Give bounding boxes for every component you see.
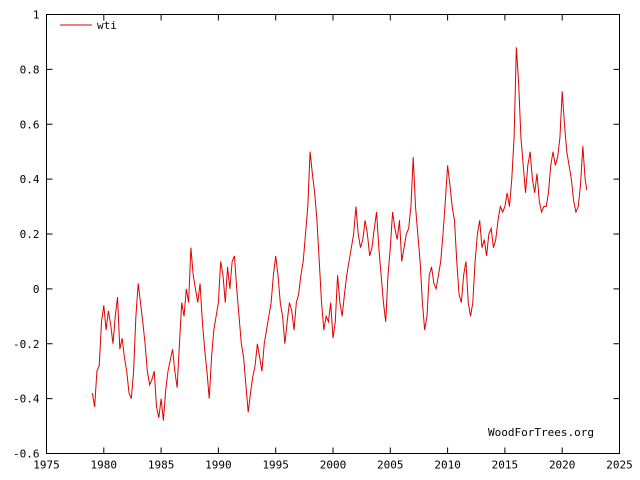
- x-tick-label: 1990: [205, 459, 232, 472]
- x-tick-label: 1985: [148, 459, 175, 472]
- y-tick-label: 0.6: [20, 118, 40, 131]
- x-tick-label: 2025: [606, 459, 633, 472]
- y-tick-label: 0.4: [20, 173, 40, 186]
- credit-annotation: WoodForTrees.org: [488, 426, 594, 439]
- x-tick-label: 2005: [377, 459, 404, 472]
- y-tick-label: -0.2: [13, 338, 40, 351]
- y-tick-label: 1: [33, 9, 40, 22]
- legend-label-wti: wti: [97, 19, 117, 32]
- x-tick-label: 1975: [33, 459, 60, 472]
- x-tick-label: 1980: [91, 459, 118, 472]
- x-tick-label: 2020: [549, 459, 576, 472]
- y-tick-label: -0.6: [13, 448, 40, 461]
- x-tick-label: 1995: [262, 459, 289, 472]
- x-tick-label: 2010: [434, 459, 461, 472]
- y-tick-label: 0: [33, 283, 40, 296]
- x-tick-label: 2015: [492, 459, 519, 472]
- y-tick-label: 0.8: [20, 63, 40, 76]
- series-line-wti: [91, 47, 588, 421]
- y-axis: -0.6 -0.4 -0.2 0 0.2 0.4 0.6 0.8 1: [13, 9, 620, 461]
- legend: wti: [60, 19, 117, 32]
- x-tick-label: 2000: [320, 459, 347, 472]
- y-tick-label: 0.2: [20, 228, 40, 241]
- x-axis: 1975 1980 1985 1990 1995 2000 2005 2010 2015 2020…: [33, 14, 633, 472]
- y-tick-label: -0.4: [13, 393, 40, 406]
